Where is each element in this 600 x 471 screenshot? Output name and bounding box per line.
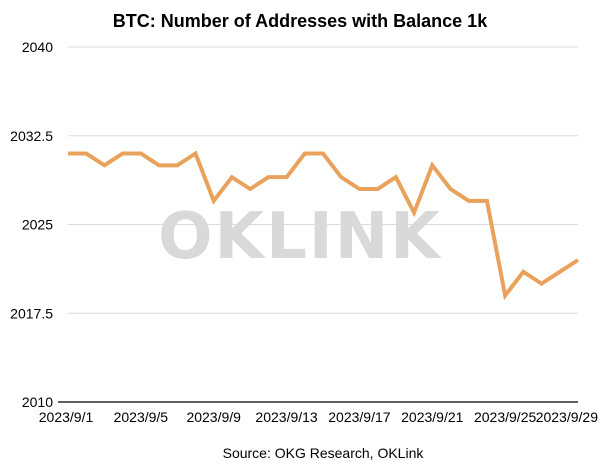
series-layer [67, 150, 580, 301]
x-tick-label: 2023/9/9 [186, 409, 241, 425]
y-tick-label: 2025 [22, 217, 53, 233]
source-note: Source: OKG Research, OKLink [223, 445, 425, 461]
x-tick-label: 2023/9/13 [255, 409, 317, 425]
x-tick-label: 2023/9/17 [328, 409, 390, 425]
x-tick-label: 2023/9/21 [401, 409, 463, 425]
x-tick-label: 2023/9/29 [536, 409, 598, 425]
x-tick-label: 2023/9/1 [39, 409, 94, 425]
x-tick-label: 2023/9/25 [474, 409, 536, 425]
y-tick-label: 2017.5 [10, 305, 53, 321]
x-tick-label: 2023/9/5 [114, 409, 169, 425]
y-axis-ticks: 2010 2017.5 2025 2032.5 2040 [10, 39, 53, 410]
y-tick-label: 2032.5 [10, 128, 53, 144]
chart-title: BTC: Number of Addresses with Balance 1k [113, 11, 488, 31]
y-tick-label: 2010 [22, 394, 53, 410]
y-tick-label: 2040 [22, 39, 53, 55]
oklink-watermark: OKLINK [158, 200, 442, 274]
x-axis-ticks: 2023/9/1 2023/9/5 2023/9/9 2023/9/13 2023/9/… [39, 409, 598, 425]
